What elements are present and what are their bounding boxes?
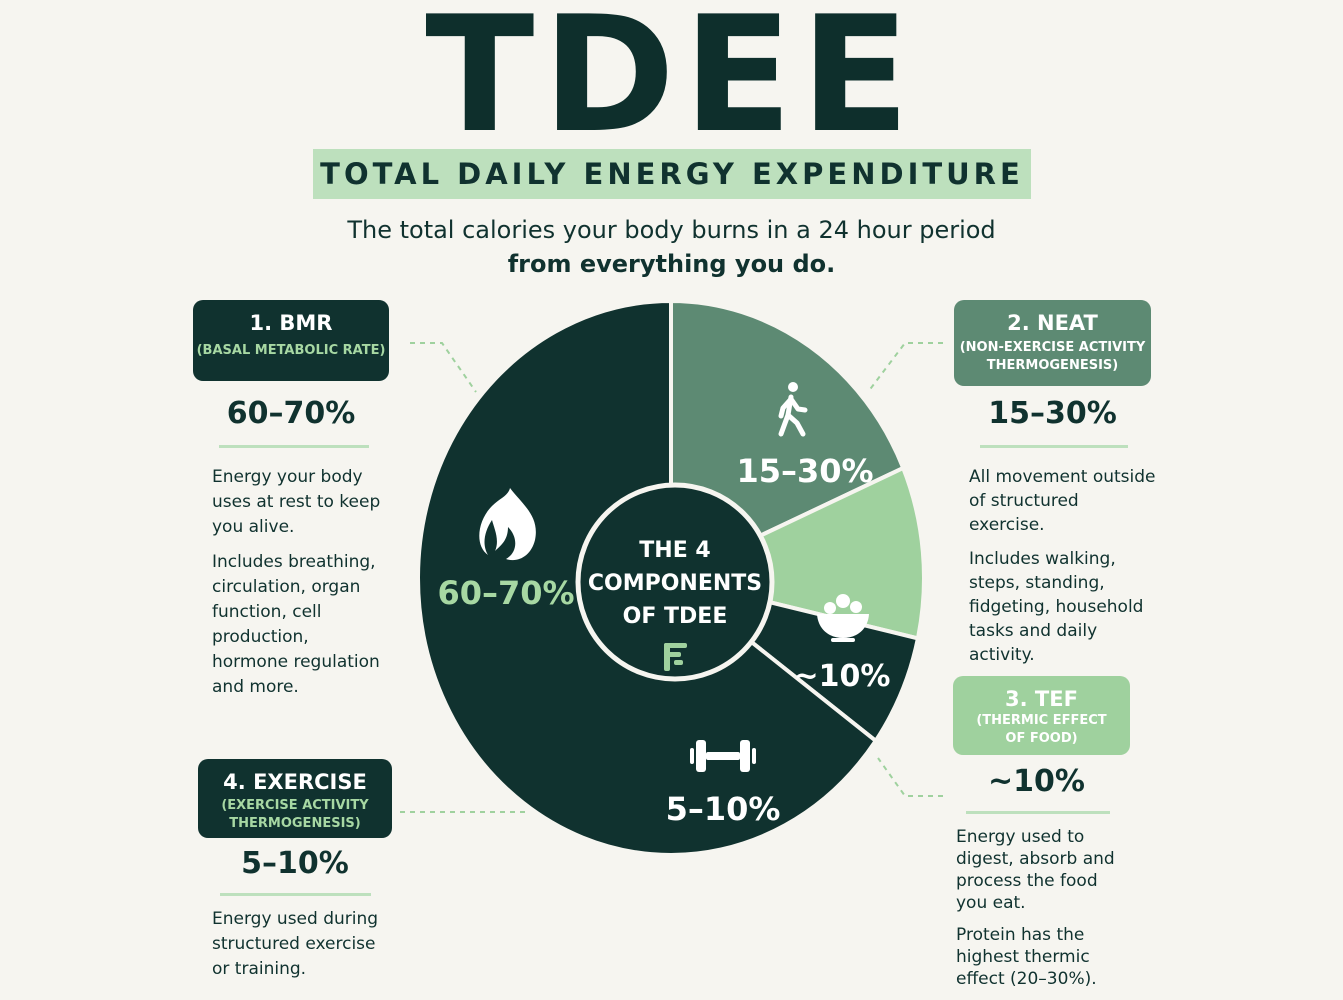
brand-f-logo-icon (664, 643, 687, 671)
center-line-1: THE 4 (639, 538, 710, 563)
dumbbell-icon (690, 740, 756, 772)
exercise-percent: 5–10% (241, 846, 349, 881)
bmr-connector (410, 342, 477, 393)
bmr-divider (219, 445, 369, 448)
center-line-2: COMPONENTS (588, 571, 762, 596)
tef-title-box: 3. TEF (THERMIC EFFECT OF FOOD) (953, 676, 1130, 755)
neat-subtitle: (NON-EXERCISE ACTIVITY THERMOGENESIS) (959, 340, 1146, 373)
slice-label-bmr: 60–70% (437, 574, 574, 612)
page-title: TDEE (425, 0, 918, 168)
exercise-divider (220, 893, 371, 896)
bmr-title: 1. BMR (249, 311, 333, 335)
tef-description: Energy used to digest, absorb and proces… (956, 826, 1126, 1000)
neat-title: 2. NEAT (1007, 311, 1098, 335)
tef-divider (966, 811, 1110, 814)
subtitle-banner (313, 149, 1031, 199)
neat-title-box: 2. NEAT (NON-EXERCISE ACTIVITY THERMOGEN… (954, 300, 1151, 386)
bmr-title-box: 1. BMR (BASAL METABOLIC RATE) (193, 300, 389, 381)
neat-desc-2: Includes walking, steps, standing, fidge… (969, 549, 1144, 665)
tagline-line-1: The total calories your body burns in a … (347, 216, 996, 244)
exercise-subtitle: (EXERCISE ACTIVITY THERMOGENESIS) (221, 798, 369, 831)
exercise-desc-1: Energy used during structured exercise o… (212, 909, 379, 979)
tef-connector (877, 757, 943, 797)
pie-slice-tef (665, 465, 926, 641)
slice-label-neat: 15–30% (736, 452, 873, 490)
tef-percent: ~10% (988, 764, 1085, 799)
tef-subtitle: (THERMIC EFFECT OF FOOD) (976, 713, 1107, 746)
bmr-description: Energy your body uses at rest to keep yo… (212, 465, 387, 710)
slice-label-exercise: 5–10% (666, 790, 781, 828)
tagline-line-2: from everything you do. (507, 250, 836, 278)
exercise-title-box: 4. EXERCISE (EXERCISE ACTIVITY THERMOGEN… (198, 759, 392, 838)
bmr-subtitle: (BASAL METABOLIC RATE) (196, 343, 386, 358)
center-line-3: OF TDEE (623, 604, 728, 629)
food-bowl-icon (817, 594, 869, 642)
exercise-description: Energy used during structured exercise o… (212, 907, 382, 992)
tef-title: 3. TEF (1005, 687, 1078, 711)
bmr-desc-2: Includes breathing, circulation, organ f… (212, 552, 380, 697)
center-circle (575, 482, 775, 682)
neat-percent: 15–30% (988, 396, 1117, 431)
neat-divider (980, 445, 1128, 448)
tef-desc-1: Energy used to digest, absorb and proces… (956, 827, 1115, 913)
connector-lines (400, 342, 943, 813)
walking-person-icon (778, 382, 808, 437)
flame-icon (479, 488, 536, 561)
neat-connector (867, 342, 943, 393)
page-subtitle: TOTAL DAILY ENERGY EXPENDITURE (320, 157, 1024, 191)
exercise-title: 4. EXERCISE (223, 770, 367, 794)
bmr-desc-1: Energy your body uses at rest to keep yo… (212, 467, 381, 537)
slice-label-tef: ~10% (794, 659, 891, 694)
neat-description: All movement outside of structured exerc… (969, 465, 1159, 677)
bmr-percent: 60–70% (226, 396, 356, 431)
tef-desc-2: Protein has the highest thermic effect (… (956, 925, 1097, 989)
neat-desc-1: All movement outside of structured exerc… (969, 467, 1156, 535)
